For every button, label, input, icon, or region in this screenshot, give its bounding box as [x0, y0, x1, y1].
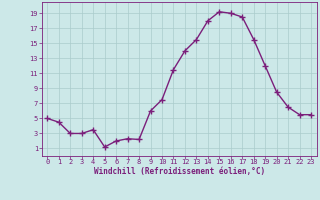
X-axis label: Windchill (Refroidissement éolien,°C): Windchill (Refroidissement éolien,°C) — [94, 167, 265, 176]
